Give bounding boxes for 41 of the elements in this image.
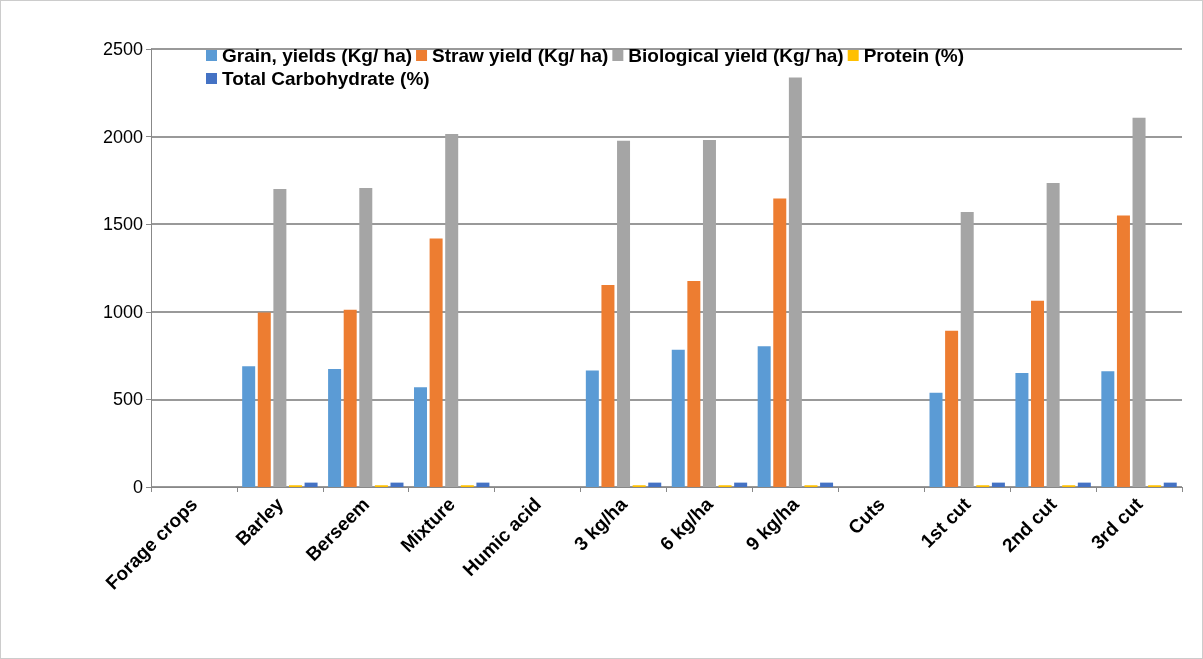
bar — [929, 392, 943, 487]
x-tick-label: 3rd cut — [1086, 493, 1147, 554]
legend-label: Total Carbohydrate (%) — [222, 68, 430, 89]
bar — [1077, 482, 1091, 487]
bar — [734, 482, 748, 487]
bar — [773, 198, 787, 487]
bar — [757, 346, 771, 487]
bar — [991, 482, 1005, 487]
bar — [257, 312, 271, 487]
bar — [390, 482, 404, 487]
bar — [414, 387, 428, 487]
y-tick-label: 1000 — [102, 301, 143, 322]
bar — [1101, 371, 1115, 487]
bar — [1015, 373, 1029, 487]
legend-label: Protein (%) — [863, 45, 964, 66]
bar — [343, 309, 357, 487]
bar — [601, 284, 615, 487]
bar — [328, 368, 342, 487]
x-tick-label: 1st cut — [916, 493, 976, 552]
bar — [687, 280, 701, 487]
bar — [820, 482, 834, 487]
bar — [242, 366, 256, 487]
bar — [429, 238, 443, 487]
bar — [648, 482, 662, 487]
legend-label: Straw yield (Kg/ ha) — [432, 45, 609, 66]
y-tick-label: 2000 — [102, 126, 143, 147]
y-tick-label: 1500 — [102, 214, 143, 235]
y-tick-label: 500 — [112, 389, 143, 410]
bar — [585, 370, 599, 487]
bar — [1116, 215, 1130, 487]
bar — [1163, 482, 1177, 487]
legend-label: Biological yield (Kg/ ha) — [628, 45, 844, 66]
bar — [671, 349, 685, 487]
y-tick-label: 0 — [132, 477, 143, 497]
bar — [304, 482, 318, 487]
y-tick-label: 2500 — [102, 39, 143, 59]
x-tick-label: 2nd cut — [997, 493, 1062, 557]
legend-label: Grain, yields (Kg/ ha) — [222, 45, 413, 66]
bar — [1031, 300, 1045, 487]
bar — [476, 482, 490, 487]
bar — [945, 330, 959, 487]
